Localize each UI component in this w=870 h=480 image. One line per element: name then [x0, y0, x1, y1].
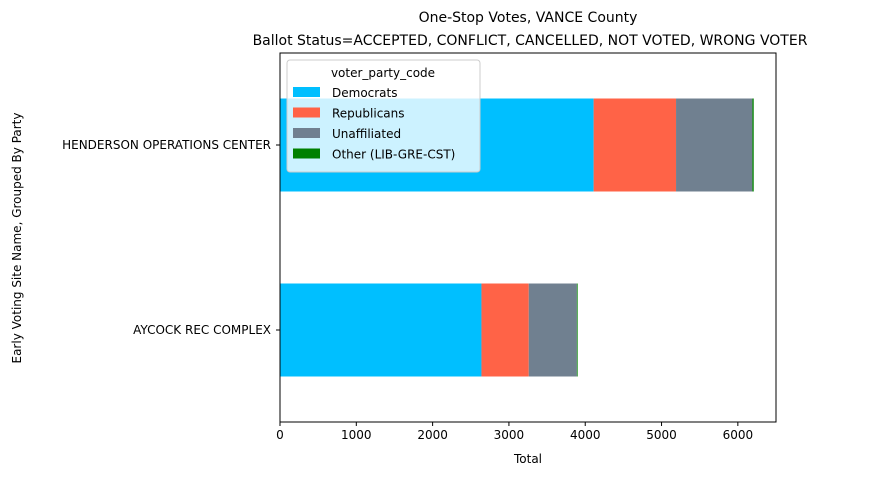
- y-axis-label: Early Voting Site Name, Grouped By Party: [10, 113, 24, 364]
- chart-subtitle: Ballot Status=ACCEPTED, CONFLICT, CANCEL…: [253, 33, 808, 49]
- x-tick-label: 2000: [417, 428, 448, 442]
- legend-label: Republicans: [332, 107, 405, 121]
- x-tick-label: 3000: [494, 428, 525, 442]
- bar-segment: [752, 98, 754, 192]
- bar-segment: [676, 98, 753, 192]
- x-axis: 0 1000 2000 3000 4000 5000 6000: [276, 422, 753, 442]
- bar-segment: [593, 98, 677, 192]
- x-tick-label: 4000: [570, 428, 601, 442]
- bar-segment: [280, 283, 482, 377]
- legend-label: Democrats: [332, 86, 398, 100]
- legend-title: voter_party_code: [331, 66, 435, 80]
- plot-frame: [279, 52, 777, 423]
- legend-swatch: [293, 128, 320, 138]
- y-axis: AYCOCK REC COMPLEX HENDERSON OPERATIONS C…: [62, 138, 280, 337]
- x-tick-label: 5000: [646, 428, 677, 442]
- legend-box: [286, 59, 481, 173]
- y-tick-label: AYCOCK REC COMPLEX: [133, 323, 271, 337]
- bar-segment: [481, 283, 529, 377]
- bar-segment: [528, 283, 577, 377]
- legend-swatch: [293, 87, 320, 97]
- legend-swatch: [293, 148, 320, 159]
- legend-label: Other (LIB-GRE-CST): [332, 148, 455, 162]
- legend-label: Unaffiliated: [332, 127, 401, 141]
- x-tick-label: 6000: [723, 428, 754, 442]
- x-axis-label: Total: [513, 452, 542, 466]
- x-tick-label: 1000: [341, 428, 372, 442]
- chart-title: One-Stop Votes, VANCE County: [419, 10, 638, 26]
- y-tick-label: HENDERSON OPERATIONS CENTER: [62, 138, 271, 152]
- x-tick-label: 0: [276, 428, 284, 442]
- bar-segment: [576, 283, 578, 377]
- legend: voter_party_code Democrats Republicans Una…: [286, 59, 481, 173]
- legend-swatch: [293, 107, 320, 118]
- legend-items: Democrats Republicans Unaffiliated Other (L…: [293, 86, 455, 162]
